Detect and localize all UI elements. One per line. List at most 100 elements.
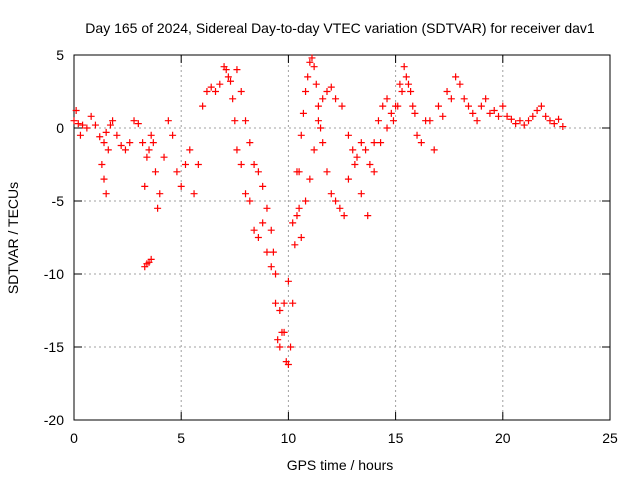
x-axis-label: GPS time / hours [287,457,394,473]
data-point [231,117,239,125]
chart-title: Day 165 of 2024, Sidereal Day-to-day VTE… [85,20,595,36]
data-point [284,277,292,285]
data-point [267,226,275,234]
data-point [237,88,245,95]
y-axis-label: SDTVAR / TECUs [5,182,21,294]
data-point [276,343,284,351]
data-point [374,117,382,125]
data-point [387,109,395,117]
data-point [400,63,408,71]
data-point [404,80,412,88]
data-point [242,117,250,125]
data-point [299,109,307,117]
data-point [340,212,348,220]
data-point [407,88,415,95]
data-point [106,121,114,129]
data-point [246,139,254,147]
data-point [525,117,533,125]
data-point [417,139,425,147]
data-point [336,204,344,212]
data-point [181,161,189,168]
data-point [287,343,295,351]
data-point [486,109,494,117]
data-point [263,204,271,212]
data-point [254,234,262,241]
data-point [370,168,378,176]
data-point [323,88,331,95]
data-point [272,270,280,278]
data-point [520,121,528,129]
data-point [289,219,297,227]
data-point [426,117,434,125]
data-point [452,73,460,81]
data-point [542,112,550,120]
data-point [284,361,292,369]
x-tick-label: 25 [602,430,618,446]
data-point [327,190,335,198]
y-tick-label: -15 [44,339,64,355]
data-point [469,109,477,117]
data-point [402,73,410,81]
data-point [186,146,194,154]
data-point [409,102,417,110]
data-point [495,112,503,120]
data-point [227,77,235,85]
data-point [141,182,149,190]
data-point [233,146,241,154]
data-point [297,131,305,139]
data-point [72,106,80,114]
data-point [411,109,419,117]
data-point [143,153,151,161]
data-point [319,139,327,147]
data-point [96,133,104,141]
data-point [383,95,391,103]
data-point [366,161,374,168]
data-point [269,248,277,256]
data-point [250,226,258,234]
data-point [272,299,280,307]
data-point [113,131,121,139]
data-point [537,102,545,110]
data-point [434,102,442,110]
data-point [357,139,365,147]
data-point [199,102,207,110]
data-point [312,80,320,88]
plot-frame [73,54,611,421]
data-point [482,95,490,103]
data-point [332,197,340,205]
data-point [280,328,288,336]
data-point [304,73,312,81]
data-point [327,83,335,91]
data-point [190,190,198,198]
data-point [396,80,404,88]
data-point [456,80,464,88]
data-point [104,146,112,154]
y-tick-label: 0 [56,120,64,136]
data-point [147,131,155,139]
data-point [464,102,472,110]
data-point [169,131,177,139]
data-point [394,102,402,110]
data-point [102,190,110,198]
x-tick-label: 10 [281,430,297,446]
data-point [314,102,322,110]
data-point [83,124,91,132]
data-point [370,139,378,147]
data-point [250,161,258,168]
data-point [74,120,82,128]
data-point [173,168,181,176]
axis-ticks: 0 5 10 15 20 25 -20 -15 -10 -5 0 5 [44,47,618,446]
data-point [224,73,232,81]
data-point [344,131,352,139]
data-point [98,161,106,168]
data-point [212,88,220,95]
data-point [383,124,391,132]
data-point [76,131,84,139]
data-point [512,120,520,128]
data-point [134,120,142,128]
data-point [293,212,301,220]
data-point [276,307,284,314]
data-point [344,175,352,183]
data-point [246,197,254,205]
data-point [477,102,485,110]
